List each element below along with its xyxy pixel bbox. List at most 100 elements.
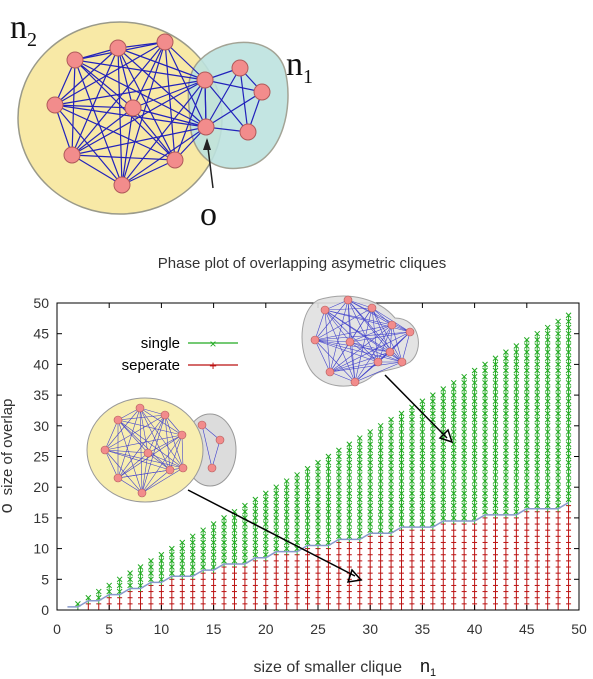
single-point [565,422,572,429]
single-point [440,502,447,509]
single-point [336,533,342,540]
single-point [565,373,572,380]
single-point [492,386,499,392]
single-point [482,410,488,417]
single-point [503,502,509,509]
single-point [429,429,436,435]
single-point [544,324,551,331]
single-point [294,515,300,521]
single-point [450,515,457,521]
single-point [158,564,165,570]
single-point [242,508,248,515]
single-point [440,459,447,466]
single-point [513,502,520,509]
single-point [325,459,332,466]
single-point [450,490,457,497]
single-point [503,367,509,374]
single-point [450,422,457,429]
single-point [492,416,499,423]
single-point [315,490,321,497]
clique-node [156,33,174,51]
single-point [116,582,123,589]
single-point [544,416,551,423]
single-point [346,447,353,454]
single-point [262,521,269,527]
single-point [315,508,321,515]
single-point [482,361,488,368]
single-point [523,379,530,386]
single-point [106,582,113,589]
single-point [513,484,520,491]
single-point [503,508,509,515]
single-point [482,392,488,398]
single-point [262,545,269,552]
single-point [471,398,478,405]
y-tick-label: 10 [33,541,49,557]
single-point [534,502,541,509]
single-point [450,508,457,515]
single-point [346,478,353,484]
single-point [325,515,332,521]
single-point [471,478,478,484]
single-point [523,336,530,343]
single-point [565,330,572,337]
arrow-to-single-head [438,428,454,444]
single-point [555,343,561,349]
single-point [429,398,436,405]
single-point [534,484,541,491]
arrow-to-seperate-head [346,568,363,583]
single-point [336,521,342,527]
single-point [429,472,436,478]
single-point [565,318,572,325]
single-point [158,576,165,583]
single-point [336,478,342,484]
single-point [252,527,259,534]
single-point [544,410,551,417]
single-point [482,472,488,478]
single-point [377,422,384,429]
single-point [179,564,186,570]
single-point [482,496,488,503]
single-point [231,515,238,521]
single-point [555,465,561,472]
single-point [346,515,353,521]
single-point [503,404,509,411]
single-point [356,465,363,472]
single-point [273,539,280,546]
clique-node [196,71,214,89]
single-point [262,496,269,503]
single-point [523,429,530,435]
single-point [471,465,478,472]
single-point [565,441,572,448]
single-point [409,435,415,441]
single-point [429,478,436,484]
single-point [388,465,394,472]
single-point [471,435,478,441]
single-point [565,429,572,435]
single-point [492,435,499,441]
single-point [252,521,259,527]
single-point [482,502,488,509]
single-point [398,416,405,423]
single-point [513,355,520,362]
single-point [471,416,478,423]
single-point [283,502,290,509]
single-point [555,478,561,484]
single-point [450,429,457,435]
single-point [513,478,520,484]
single-point [565,410,572,417]
single-point [325,484,332,491]
x-axis-symbol: n1 [420,656,436,679]
single-point [419,496,426,503]
single-point [231,508,238,515]
single-point [513,386,520,392]
single-point [523,404,530,411]
clique-node [109,39,127,57]
inset-separate-cliques [86,397,237,503]
single-point [440,478,447,484]
single-point [503,386,509,392]
single-point [221,515,227,521]
single-point [471,453,478,460]
single-point [513,441,520,448]
single-point [325,539,332,546]
